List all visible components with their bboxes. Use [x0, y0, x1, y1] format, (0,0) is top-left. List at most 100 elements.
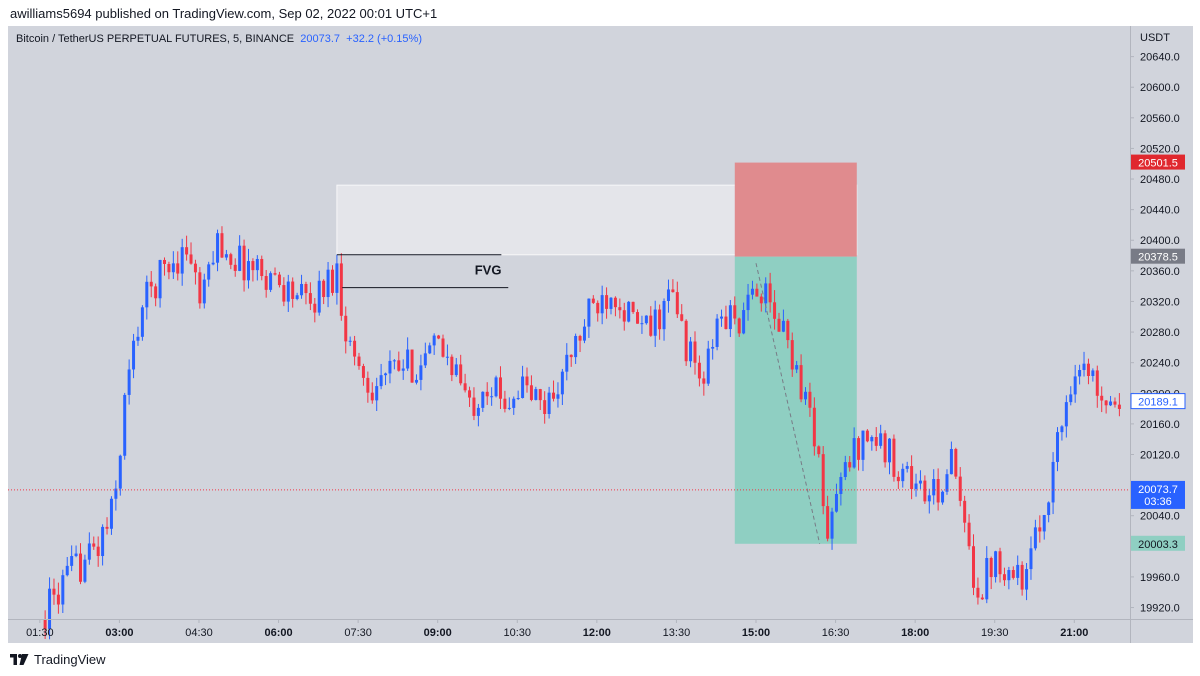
- candle-down: [339, 253, 343, 321]
- candle-up: [609, 297, 613, 315]
- candle-body: [330, 269, 334, 293]
- chart-frame[interactable]: FVG USDT 20640.0 20600.0 20560.0 20520.0 2048…: [8, 26, 1193, 643]
- price-label: 20003.3: [1131, 535, 1185, 551]
- candle-down: [498, 366, 502, 409]
- candle-down: [189, 242, 193, 265]
- candle-up: [994, 550, 998, 583]
- candle-down: [313, 297, 317, 323]
- candle-up: [145, 275, 149, 320]
- candle-down: [251, 258, 255, 282]
- candle-body: [193, 263, 197, 273]
- candle-down: [786, 318, 790, 349]
- candle-body: [149, 281, 153, 287]
- symbol-legend[interactable]: Bitcoin / TetherUS PERPETUAL FUTURES, 5,…: [16, 33, 422, 45]
- candle-body: [503, 398, 507, 409]
- candle-body: [538, 389, 542, 401]
- candle-down: [472, 387, 476, 421]
- candle-up: [423, 342, 427, 369]
- candle-down: [361, 363, 365, 386]
- candle-up: [574, 333, 578, 365]
- candle-down: [154, 283, 158, 307]
- candle-up: [136, 326, 140, 346]
- candle-down: [366, 371, 370, 403]
- candle-body: [1033, 527, 1037, 549]
- candle-down: [768, 272, 772, 313]
- candle-up: [742, 302, 746, 335]
- candle-down: [277, 271, 281, 288]
- time-tick-label: 06:00: [264, 627, 292, 639]
- candle-body: [454, 364, 458, 376]
- candle-body: [105, 526, 109, 529]
- candle-body: [945, 474, 949, 492]
- candle-body: [101, 526, 105, 557]
- candle-body: [65, 565, 69, 576]
- candle-up: [1060, 425, 1064, 441]
- candle-body: [472, 397, 476, 416]
- candle-up: [379, 363, 383, 390]
- candle-body: [224, 254, 228, 258]
- candle-down: [308, 282, 312, 311]
- candlestick-chart[interactable]: FVG USDT 20640.0 20600.0 20560.0 20520.0 2048…: [8, 26, 1193, 643]
- candle-up: [1007, 566, 1011, 590]
- time-tick-label: 21:00: [1060, 627, 1088, 639]
- candle-up: [224, 249, 228, 261]
- candle-body: [185, 247, 189, 255]
- candle-down: [967, 514, 971, 550]
- candle-up: [171, 251, 175, 279]
- candle-body: [746, 294, 750, 311]
- candle-body: [326, 269, 330, 298]
- candle-down: [229, 252, 233, 270]
- candles-layer: [43, 226, 1121, 640]
- candle-body: [1109, 401, 1113, 406]
- price-tick-label: 20280.0: [1140, 327, 1180, 339]
- candle-up: [180, 238, 184, 286]
- candle-body: [883, 433, 887, 463]
- candle-up: [556, 382, 560, 408]
- candle-down: [485, 382, 489, 405]
- candle-body: [666, 289, 670, 302]
- candle-body: [671, 289, 675, 293]
- symbol-name: Bitcoin / TetherUS PERPETUAL FUTURES, 5,…: [16, 33, 295, 45]
- price-tick-label: 20240.0: [1140, 358, 1180, 370]
- candle-body: [273, 273, 277, 275]
- candle-down: [578, 334, 582, 353]
- candle-down: [826, 495, 830, 542]
- candle-body: [839, 476, 843, 494]
- price-label: 20501.5: [1131, 154, 1185, 170]
- candle-body: [109, 498, 113, 529]
- candle-body: [207, 264, 211, 280]
- candle-up: [494, 375, 498, 398]
- candle-down: [176, 251, 180, 281]
- candle-body: [618, 307, 622, 311]
- candle-down: [963, 495, 967, 533]
- candle-body: [494, 377, 498, 397]
- candle-body: [587, 298, 591, 327]
- candle-up: [1055, 427, 1059, 472]
- candle-down: [1100, 386, 1104, 413]
- candle-up: [582, 319, 586, 344]
- candle-body: [574, 335, 578, 358]
- candle-down: [976, 577, 980, 605]
- candle-body: [600, 295, 604, 314]
- candle-body: [401, 368, 405, 371]
- footer-bar: TradingView: [10, 652, 106, 667]
- candle-up: [65, 557, 69, 577]
- stop-zone: [734, 162, 857, 257]
- price-change: +32.2 (+0.15%): [346, 33, 422, 45]
- time-tick-label: 13:30: [663, 627, 691, 639]
- candle-body: [848, 462, 852, 468]
- candle-body: [79, 553, 83, 582]
- candle-body: [410, 349, 414, 383]
- candle-body: [432, 335, 436, 346]
- candle-down: [1002, 567, 1006, 586]
- candle-up: [454, 358, 458, 377]
- candle-up: [127, 359, 131, 405]
- candle-body: [812, 407, 816, 447]
- candle-body: [1113, 401, 1117, 405]
- candle-up: [388, 350, 392, 384]
- price-tick-label: 20520.0: [1140, 143, 1180, 155]
- candle-up: [1091, 368, 1095, 382]
- published-info: awilliams5694 published on TradingView.c…: [10, 6, 438, 21]
- candle-body: [313, 303, 317, 313]
- candle-up: [1029, 536, 1033, 580]
